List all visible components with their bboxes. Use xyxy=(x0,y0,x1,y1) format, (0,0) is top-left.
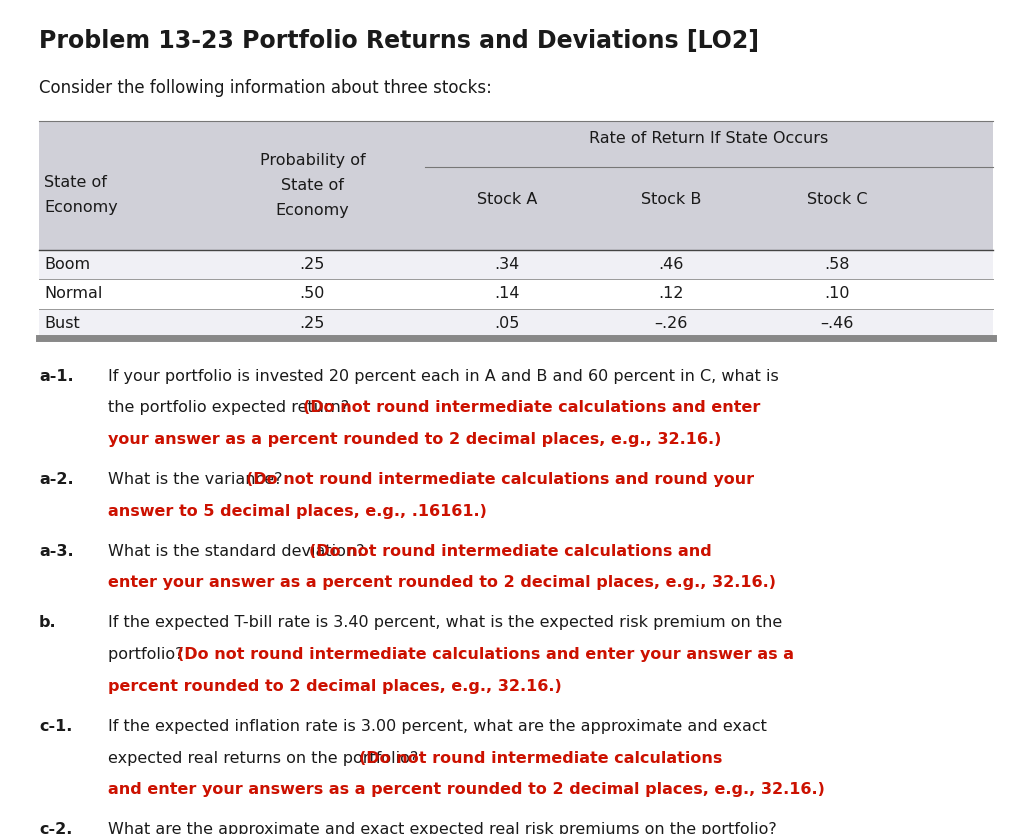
Text: enter your answer as a percent rounded to 2 decimal places, e.g., 32.16.): enter your answer as a percent rounded t… xyxy=(108,575,775,590)
Text: a-1.: a-1. xyxy=(39,369,74,384)
Text: State of: State of xyxy=(44,175,106,190)
Bar xyxy=(39,121,993,250)
Text: If the expected inflation rate is 3.00 percent, what are the approximate and exa: If the expected inflation rate is 3.00 p… xyxy=(108,719,766,734)
Text: (Do not round intermediate calculations and enter: (Do not round intermediate calculations … xyxy=(303,400,760,415)
Text: Stock B: Stock B xyxy=(641,192,700,207)
Text: State of: State of xyxy=(281,178,344,193)
Text: Boom: Boom xyxy=(44,258,90,272)
Text: the portfolio expected return?: the portfolio expected return? xyxy=(108,400,353,415)
Text: (Do not round intermediate calculations and enter your answer as a: (Do not round intermediate calculations … xyxy=(177,647,794,662)
Text: Problem 13-23 Portfolio Returns and Deviations [LO2]: Problem 13-23 Portfolio Returns and Devi… xyxy=(39,29,759,53)
Bar xyxy=(39,309,993,338)
Text: (Do not round intermediate calculations: (Do not round intermediate calculations xyxy=(359,751,723,766)
Text: What is the variance?: What is the variance? xyxy=(108,472,287,487)
Text: your answer as a percent rounded to 2 decimal places, e.g., 32.16.): your answer as a percent rounded to 2 de… xyxy=(108,432,721,447)
Text: portfolio?: portfolio? xyxy=(108,647,188,662)
Text: What are the approximate and exact expected real risk premiums on the portfolio?: What are the approximate and exact expec… xyxy=(108,822,776,834)
Text: (Do not round intermediate calculations and: (Do not round intermediate calculations … xyxy=(309,544,712,559)
Text: If your portfolio is invested 20 percent each in A and B and 60 percent in C, wh: If your portfolio is invested 20 percent… xyxy=(108,369,778,384)
Text: .05: .05 xyxy=(495,316,519,330)
Text: .25: .25 xyxy=(300,258,325,272)
Text: Bust: Bust xyxy=(44,316,80,330)
Text: If the expected T-bill rate is 3.40 percent, what is the expected risk premium o: If the expected T-bill rate is 3.40 perc… xyxy=(108,615,781,631)
Text: a-2.: a-2. xyxy=(39,472,74,487)
Text: c-2.: c-2. xyxy=(39,822,73,834)
Text: Economy: Economy xyxy=(44,200,118,215)
Text: percent rounded to 2 decimal places, e.g., 32.16.): percent rounded to 2 decimal places, e.g… xyxy=(108,679,561,694)
Text: .25: .25 xyxy=(300,316,325,330)
Text: Probability of: Probability of xyxy=(259,153,366,168)
Text: Normal: Normal xyxy=(44,287,102,301)
Text: Stock C: Stock C xyxy=(807,192,867,207)
Text: and enter your answers as a percent rounded to 2 decimal places, e.g., 32.16.): and enter your answers as a percent roun… xyxy=(108,782,824,797)
Text: c-1.: c-1. xyxy=(39,719,73,734)
Text: b.: b. xyxy=(39,615,56,631)
Text: .46: .46 xyxy=(658,258,683,272)
Text: Economy: Economy xyxy=(275,203,349,218)
Text: Rate of Return If State Occurs: Rate of Return If State Occurs xyxy=(590,131,828,146)
Text: –.26: –.26 xyxy=(654,316,687,330)
Text: answer to 5 decimal places, e.g., .16161.): answer to 5 decimal places, e.g., .16161… xyxy=(108,504,486,519)
Text: .14: .14 xyxy=(495,287,519,301)
Text: Consider the following information about three stocks:: Consider the following information about… xyxy=(39,79,492,98)
Text: –.46: –.46 xyxy=(820,316,854,330)
Text: Stock A: Stock A xyxy=(477,192,537,207)
Text: (Do not round intermediate calculations and round your: (Do not round intermediate calculations … xyxy=(246,472,755,487)
Text: a-3.: a-3. xyxy=(39,544,74,559)
Text: What is the standard deviation?: What is the standard deviation? xyxy=(108,544,369,559)
Text: .58: .58 xyxy=(824,258,850,272)
Text: expected real returns on the portfolio?: expected real returns on the portfolio? xyxy=(108,751,423,766)
Bar xyxy=(39,279,993,309)
Bar xyxy=(39,250,993,279)
Text: .12: .12 xyxy=(658,287,683,301)
Text: .50: .50 xyxy=(300,287,325,301)
Text: .10: .10 xyxy=(824,287,850,301)
Text: .34: .34 xyxy=(495,258,519,272)
